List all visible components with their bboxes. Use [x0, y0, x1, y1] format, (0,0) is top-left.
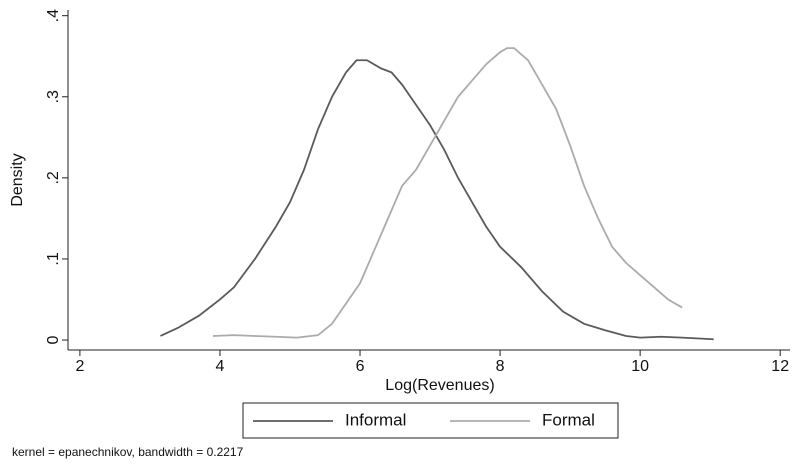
x-tick-label: 8	[496, 358, 505, 375]
density-line	[160, 59, 714, 341]
y-tick-label: .2	[45, 171, 62, 184]
x-axis-label: Log(Revenues)	[385, 377, 494, 394]
legend-label: Informal	[345, 410, 406, 429]
y-tick-label: 0	[45, 335, 62, 344]
legend-label: Formal	[542, 410, 595, 429]
x-tick-label: 12	[771, 358, 789, 375]
x-tick-label: 6	[356, 358, 365, 375]
density-line	[212, 47, 683, 339]
note: kernel = epanechnikov, bandwidth = 0.221…	[12, 445, 244, 459]
x-tick-label: 10	[631, 358, 649, 375]
y-axis-label: Density	[9, 153, 26, 206]
y-tick-label: .4	[45, 9, 62, 22]
y-tick-label: .1	[45, 252, 62, 265]
y-tick-label: .3	[45, 90, 62, 103]
x-tick-label: 2	[75, 358, 84, 375]
x-tick-label: 4	[216, 358, 225, 375]
legend-box	[242, 402, 619, 439]
